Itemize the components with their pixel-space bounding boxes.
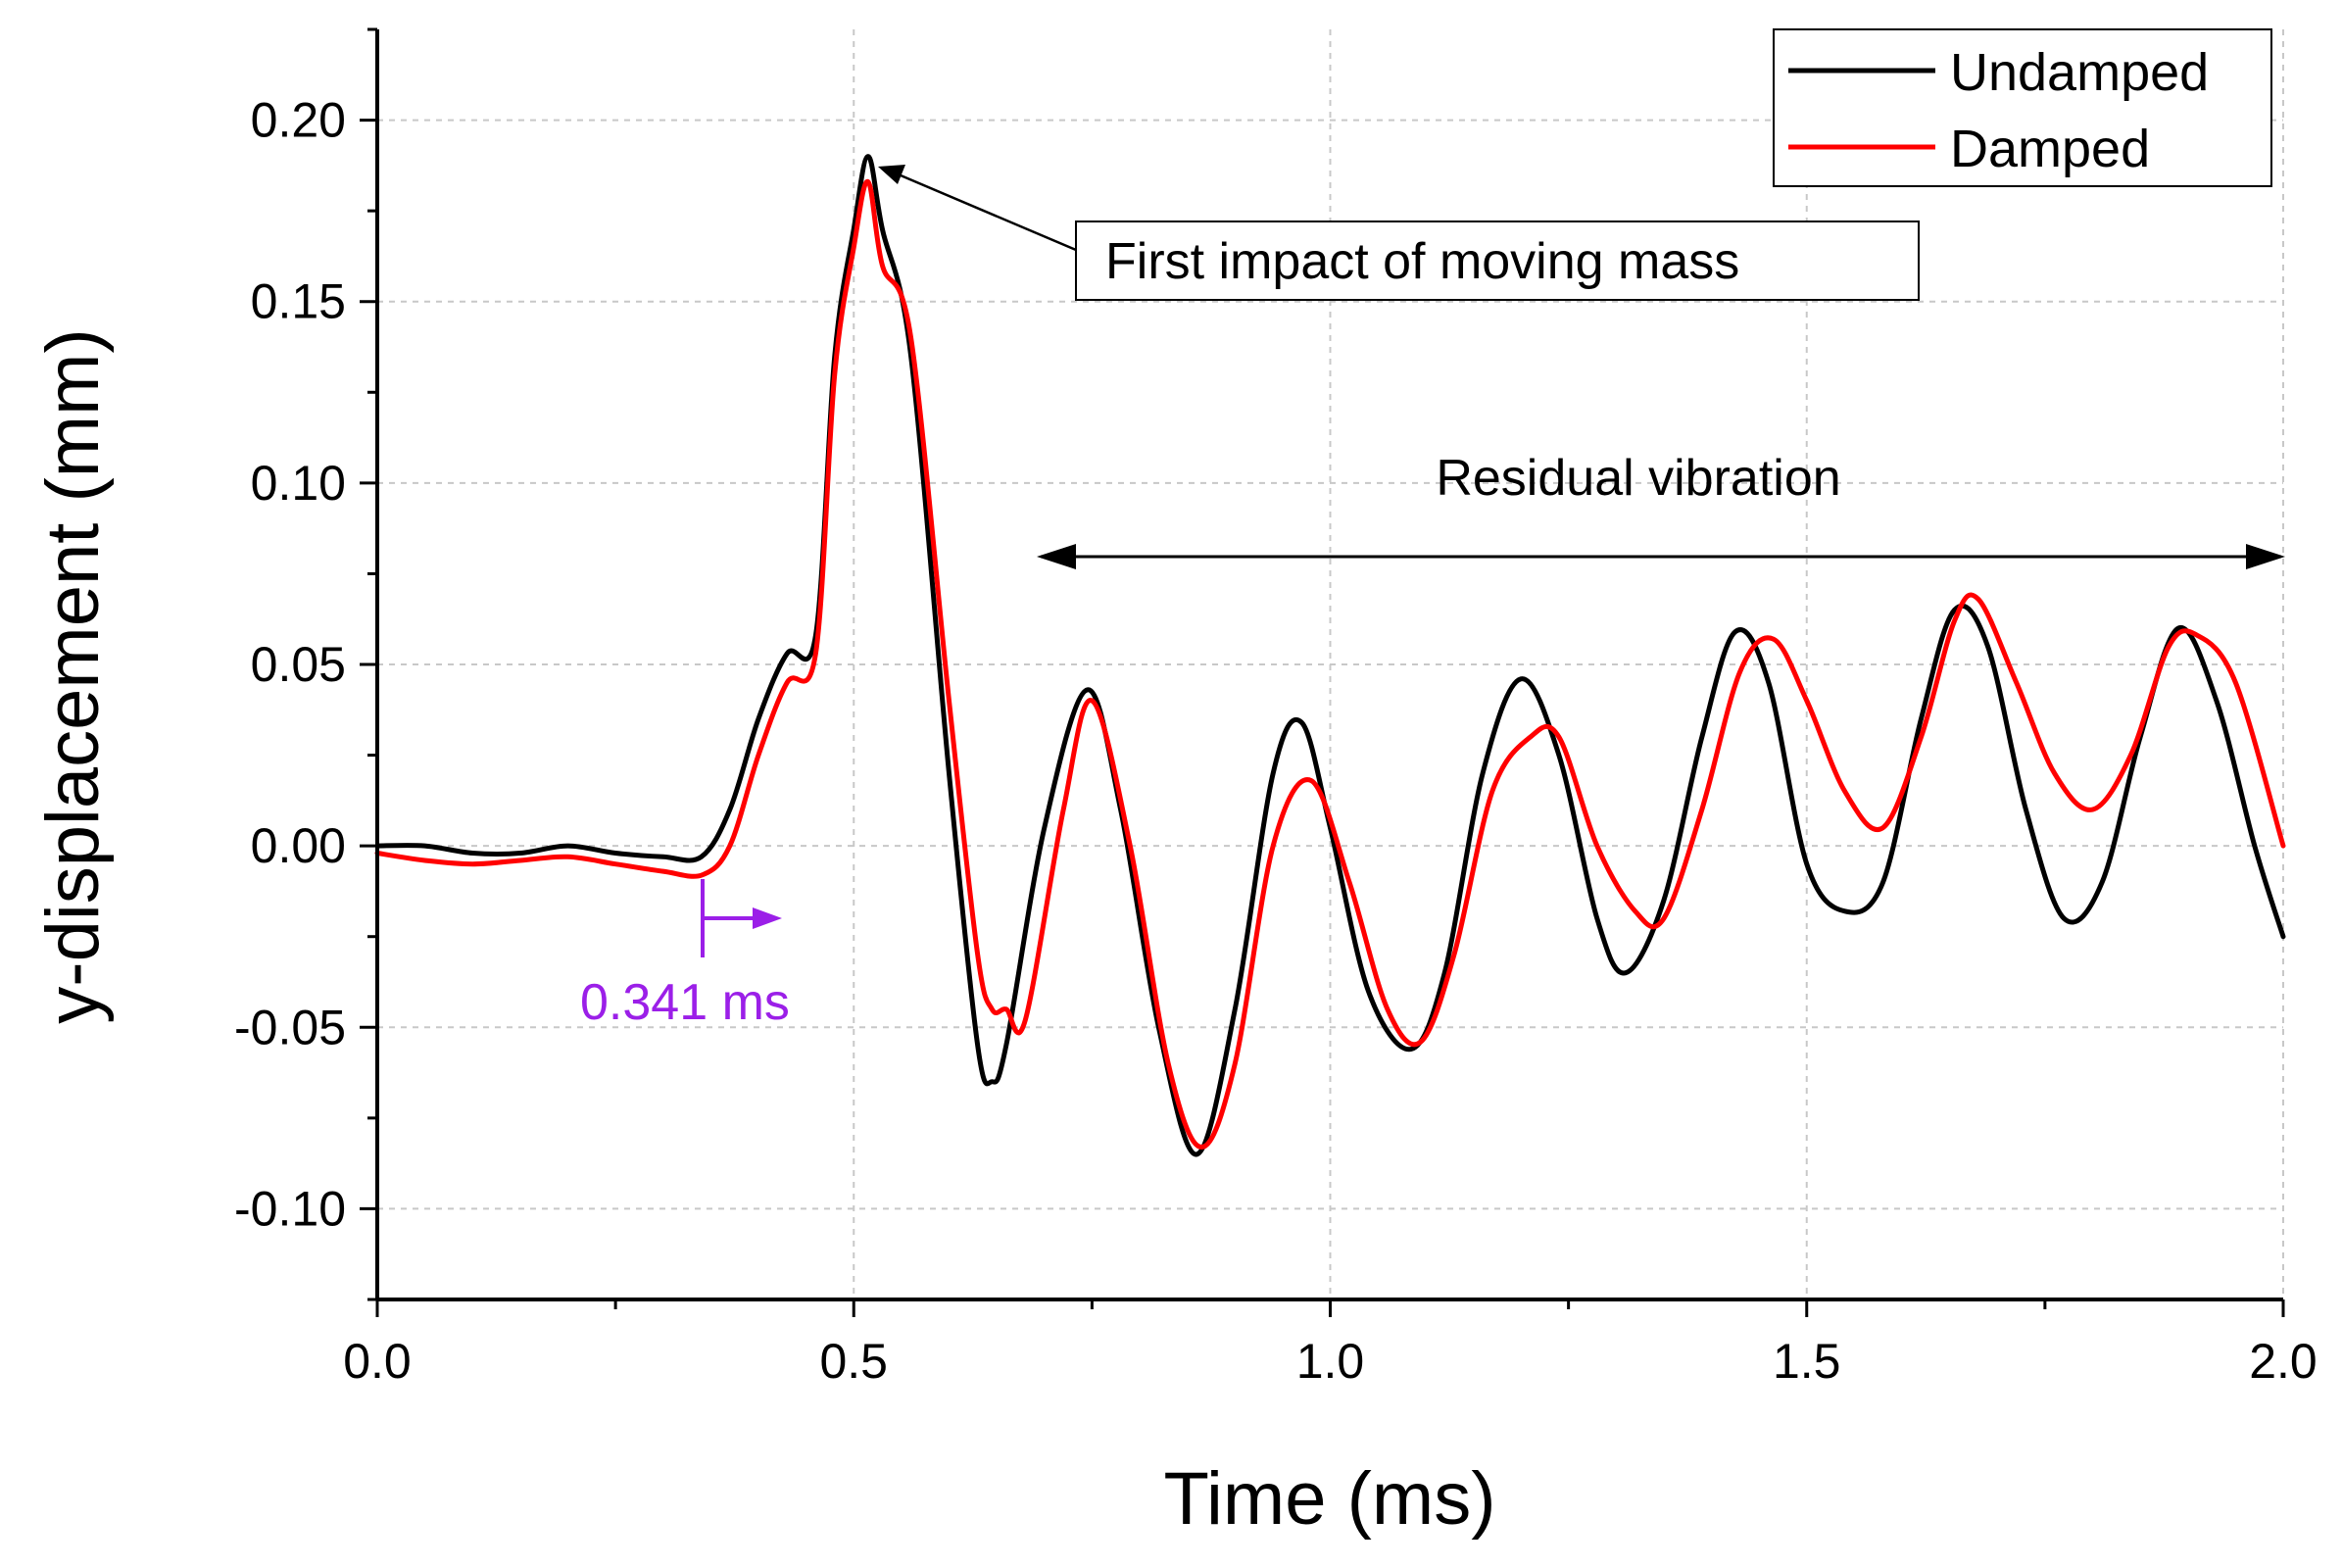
y-tick-label: 0.10	[251, 456, 346, 511]
legend: Undamped Damped	[1773, 28, 2272, 187]
y-tick-label: 0.20	[251, 93, 346, 148]
y-tick-label: -0.10	[234, 1181, 346, 1236]
onset-label: 0.341 ms	[580, 974, 790, 1031]
x-tick-label: 2.0	[2249, 1334, 2318, 1389]
x-axis-title: Time (ms)	[1163, 1457, 1495, 1541]
first-impact-box	[1075, 220, 1920, 301]
first-impact-label: First impact of moving mass	[1105, 233, 1739, 290]
series-line-damped	[374, 178, 2286, 1150]
residual-label: Residual vibration	[1436, 450, 1840, 507]
x-tick-label: 1.5	[1773, 1334, 1841, 1389]
annotations: First impact of moving mass Residual vib…	[580, 165, 2285, 1031]
onset-marker-arrowhead	[753, 907, 782, 929]
y-tick-label: 0.00	[251, 818, 346, 873]
y-tick-label: 0.05	[251, 637, 346, 692]
first-impact-arrowhead	[878, 165, 905, 184]
ticks: 0.0 0.5 1.0 1.5 2.0 -0.10 -0.05 0.00 0.05 0.10 0.1…	[234, 27, 2318, 1389]
y-tick-label: -0.05	[234, 1000, 346, 1054]
legend-label-undamped: Undamped	[1950, 43, 2209, 102]
legend-box	[1773, 28, 2272, 187]
y-axis-title: y-displacement (mm)	[31, 328, 115, 1023]
residual-arrowhead-right	[2246, 544, 2285, 569]
x-tick-label: 0.5	[819, 1334, 888, 1389]
y-tick-label: 0.15	[251, 274, 346, 329]
grid	[377, 29, 2284, 1299]
x-tick-label: 1.0	[1296, 1334, 1365, 1389]
residual-arrowhead-left	[1037, 544, 1076, 569]
legend-label-damped: Damped	[1950, 120, 2150, 178]
first-impact-arrow	[893, 171, 1077, 252]
series-layer	[374, 154, 2286, 1157]
x-tick-label: 0.0	[343, 1334, 412, 1389]
